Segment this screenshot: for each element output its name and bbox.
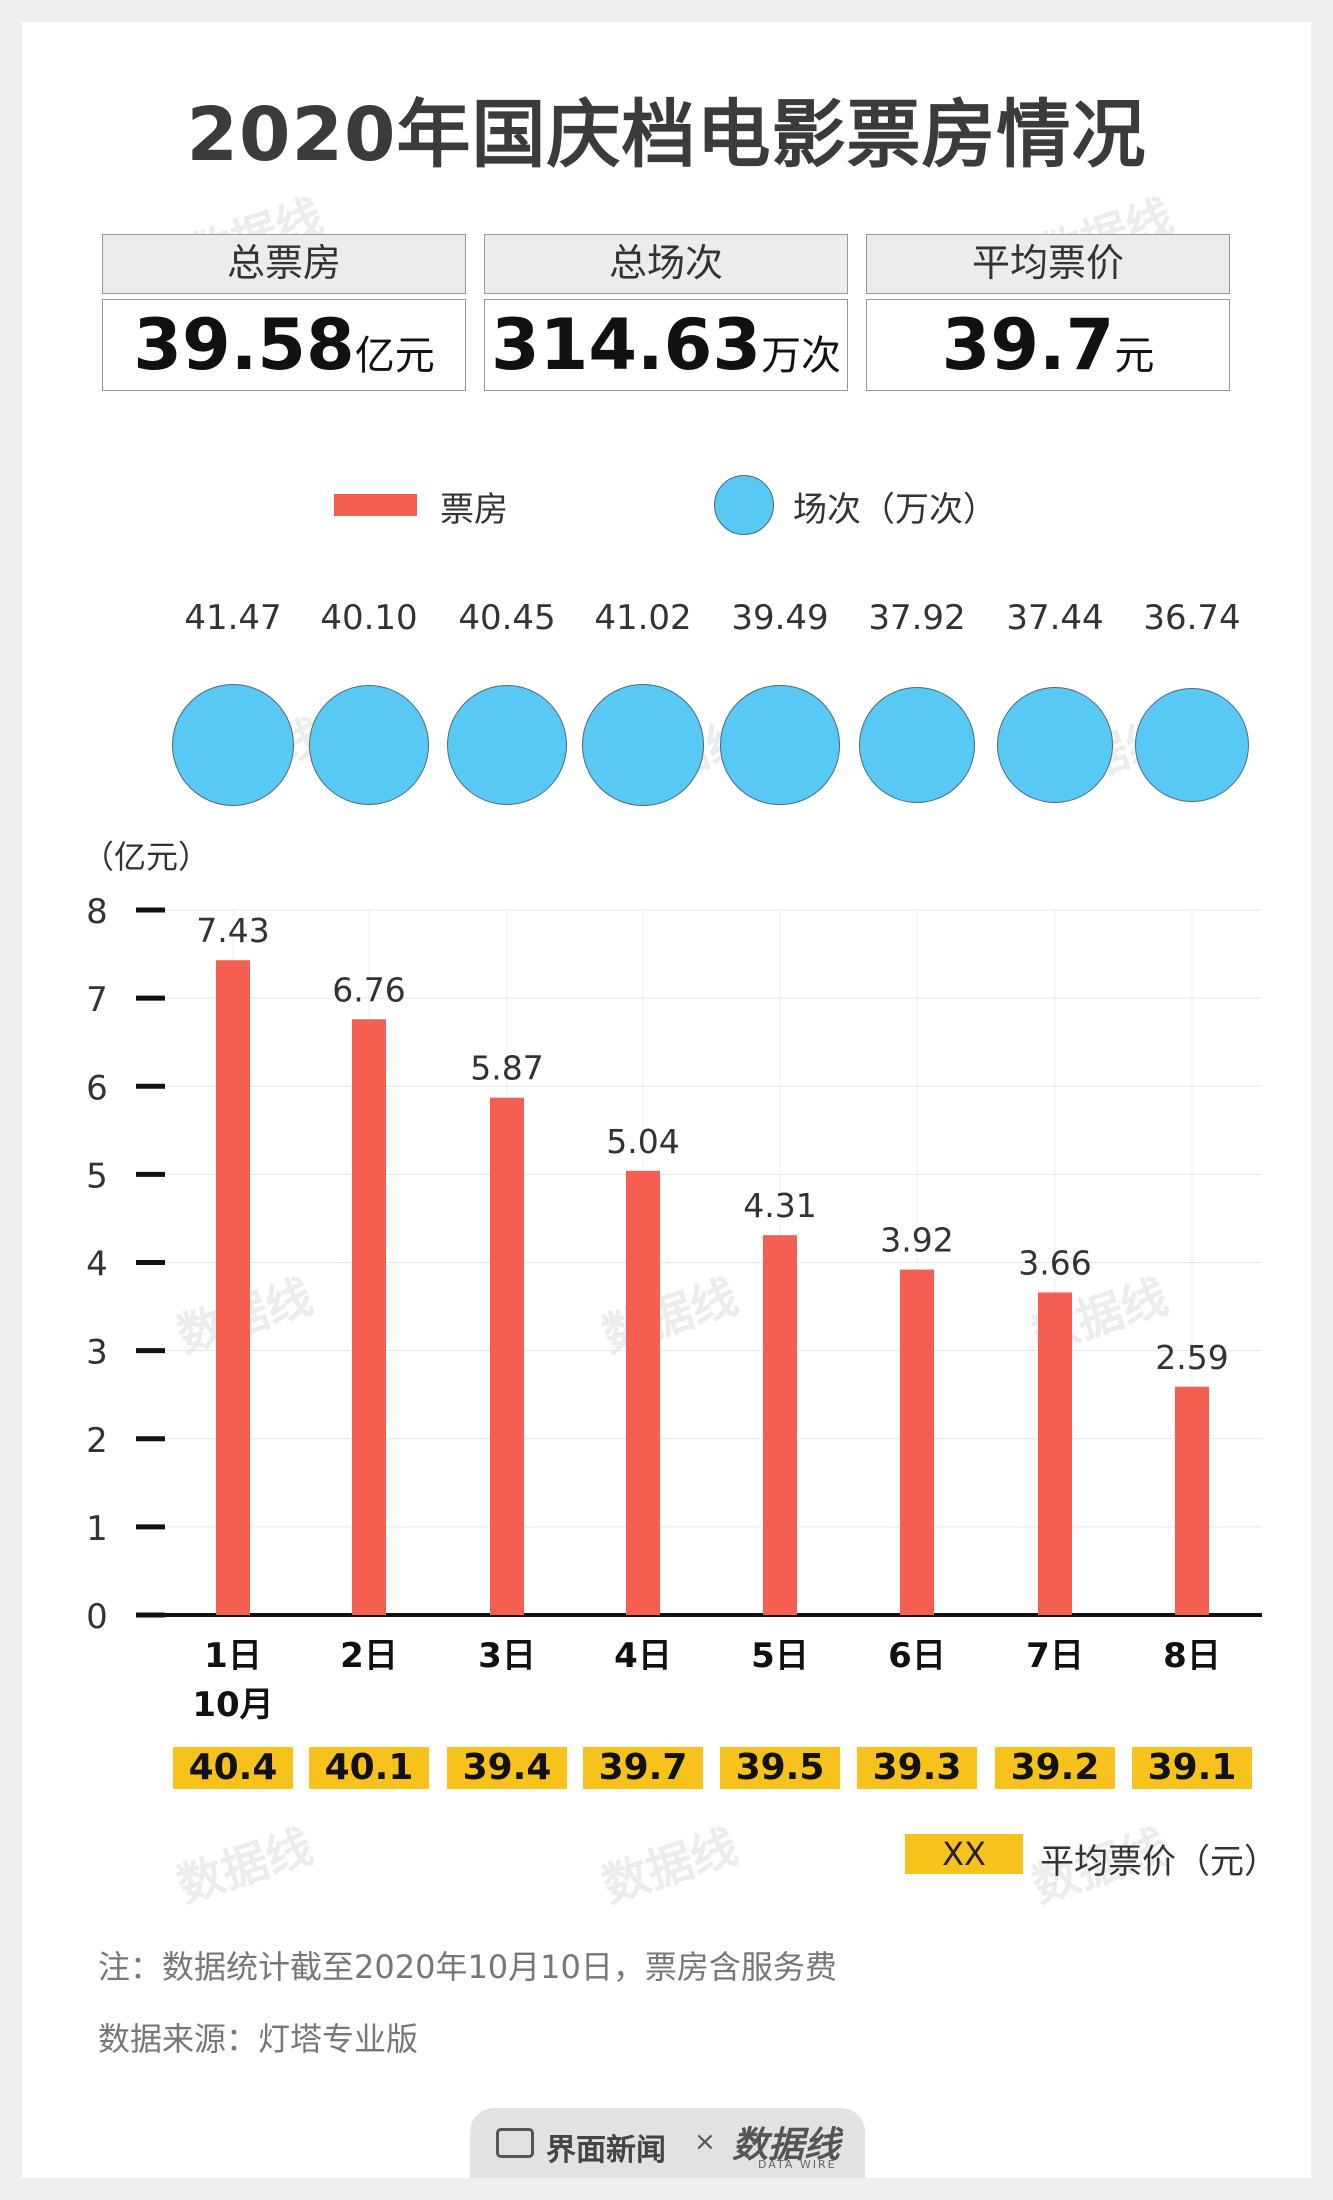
bar-box-office <box>352 1019 386 1615</box>
average-price-box: 39.1 <box>1132 1747 1252 1789</box>
footer-brand: 界面新闻 <box>546 2133 666 2168</box>
jiemian-logo-icon <box>496 2128 534 2158</box>
stat-label-total-sessions: 总场次 <box>484 234 848 294</box>
stat-number: 39.58 <box>133 304 355 386</box>
box-office-bar-chart: 0 1 2 3 4 5 6 7 8 （亿元） 7.43 6.76 5.87 5.04 4.31 3.92 3.6… <box>82 838 1262 1720</box>
sessions-value-label: 37.92 <box>868 598 966 638</box>
average-price-box: 39.2 <box>995 1747 1115 1789</box>
stat-value-total-sessions: 314.63万次 <box>484 299 848 391</box>
bar-data-label: 3.92 <box>880 1221 953 1260</box>
stat-number: 314.63 <box>490 304 762 386</box>
stat-value-average-price: 39.7元 <box>866 299 1230 391</box>
y-tick-label: 2 <box>86 1421 108 1461</box>
bar-box-office <box>1175 1386 1209 1615</box>
y-tick-label: 6 <box>86 1068 108 1108</box>
sessions-value-label: 37.44 <box>1006 598 1104 638</box>
stat-value-total-box-office: 39.58亿元 <box>102 299 466 391</box>
bar-box-office <box>1038 1292 1072 1615</box>
average-price-box: 39.7 <box>583 1747 703 1789</box>
x-tick-label: 7日 <box>1026 1636 1084 1676</box>
legend-price-sample: XX <box>942 1835 986 1873</box>
y-tick-label: 8 <box>86 892 108 932</box>
y-tick-label: 4 <box>86 1245 108 1285</box>
x-month-label: 10月 <box>192 1685 273 1720</box>
stat-unit: 亿元 <box>354 333 435 379</box>
note-text: 注：数据统计截至2020年10月10日，票房含服务费 <box>98 1948 837 1986</box>
x-tick-label: 6日 <box>888 1636 946 1676</box>
sessions-circle <box>446 684 568 806</box>
legend-circle-swatch <box>714 475 774 535</box>
x-tick-label: 2日 <box>340 1636 398 1676</box>
sessions-circle <box>309 685 429 805</box>
legend-box-office-label: 票房 <box>440 490 508 530</box>
average-price-box: 40.1 <box>309 1747 429 1789</box>
footer-cross: × <box>694 2127 716 2157</box>
bar-box-office <box>490 1097 524 1615</box>
stat-unit: 万次 <box>761 333 842 379</box>
sessions-circle <box>720 685 840 805</box>
sessions-value-label: 36.74 <box>1143 598 1241 638</box>
stat-label-total-box-office: 总票房 <box>102 234 466 294</box>
bar-data-label: 2.59 <box>1155 1338 1228 1377</box>
x-tick-label: 8日 <box>1163 1636 1221 1676</box>
legend-bar-swatch <box>334 494 417 516</box>
bar-box-office <box>626 1170 660 1615</box>
x-tick-label: 3日 <box>478 1636 536 1676</box>
legend-price-label: 平均票价（元） <box>1040 1842 1278 1882</box>
x-tick-label: 1日 <box>204 1636 262 1676</box>
y-axis-unit-label: （亿元） <box>82 838 210 876</box>
y-tick-label: 1 <box>86 1509 108 1549</box>
sessions-circle <box>858 686 976 804</box>
page-title: 2020年国庆档电影票房情况 <box>186 92 1147 178</box>
source-text: 数据来源：灯塔专业版 <box>98 2020 419 2058</box>
sessions-circle <box>172 684 294 806</box>
bar-data-label: 7.43 <box>196 911 269 950</box>
stat-label-average-price: 平均票价 <box>866 234 1230 294</box>
footer-brand-bar: 界面新闻 × 数据线 DATA WIRE <box>470 2108 865 2178</box>
bar-data-label: 5.87 <box>470 1049 543 1088</box>
sessions-circle <box>582 684 704 806</box>
footer-partner: 数据线 <box>732 2125 841 2166</box>
bar-data-label: 4.31 <box>743 1186 816 1225</box>
bar-box-office <box>900 1269 934 1615</box>
sessions-value-label: 41.02 <box>594 598 692 638</box>
y-tick-label: 3 <box>86 1333 108 1373</box>
sessions-value-label: 40.45 <box>458 598 556 638</box>
y-tick-label: 5 <box>86 1156 108 1196</box>
legend-sessions-label: 场次（万次） <box>793 490 997 530</box>
footer-partner-en: DATA WIRE <box>758 2158 837 2171</box>
average-price-box: 39.3 <box>857 1747 977 1789</box>
legend-price-swatch: XX <box>905 1834 1023 1874</box>
bar-data-label: 6.76 <box>332 970 405 1009</box>
bar-box-office <box>216 960 250 1615</box>
y-tick-label: 7 <box>86 980 108 1020</box>
sessions-value-label: 41.47 <box>184 598 282 638</box>
sessions-value-label: 39.49 <box>731 598 829 638</box>
average-price-box: 39.4 <box>447 1747 567 1789</box>
average-price-box: 40.4 <box>173 1747 293 1789</box>
average-price-box: 39.5 <box>720 1747 840 1789</box>
bar-box-office <box>763 1235 797 1615</box>
bar-data-label: 5.04 <box>606 1122 679 1161</box>
bar-data-label: 3.66 <box>1018 1243 1091 1282</box>
x-tick-label: 4日 <box>614 1636 672 1676</box>
sessions-circle <box>997 687 1113 803</box>
sessions-value-label: 40.10 <box>320 598 418 638</box>
stat-unit: 元 <box>1114 333 1155 379</box>
y-tick-label: 0 <box>86 1597 108 1637</box>
x-tick-label: 5日 <box>751 1636 809 1676</box>
stat-number: 39.7 <box>941 304 1115 386</box>
sessions-circle <box>1134 687 1250 803</box>
